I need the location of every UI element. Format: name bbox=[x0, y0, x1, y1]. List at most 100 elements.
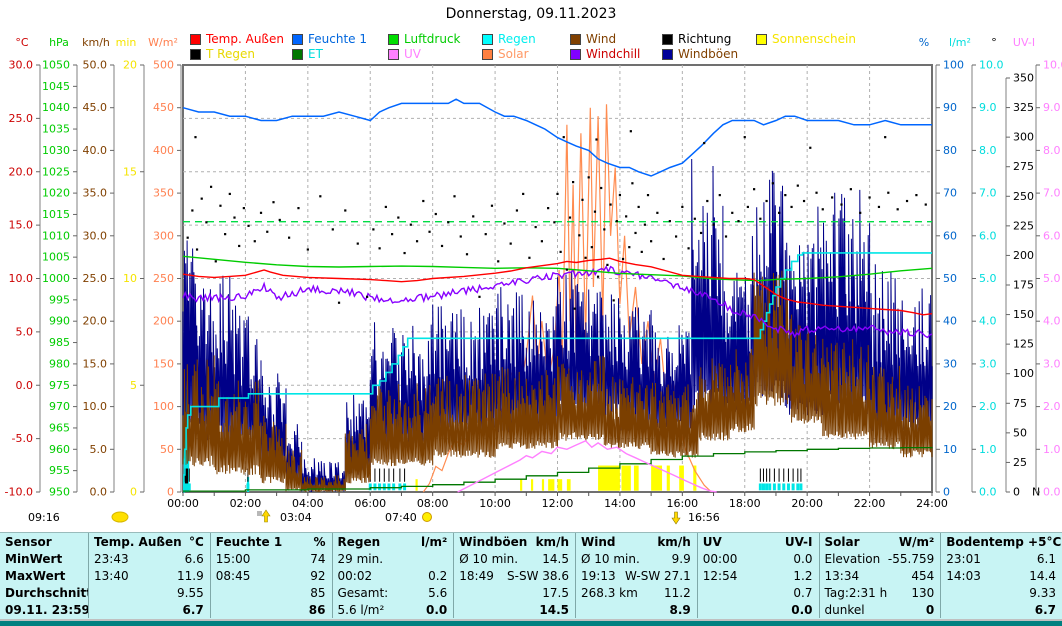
legend-swatch bbox=[190, 49, 201, 60]
svg-text:20:00: 20:00 bbox=[791, 497, 823, 510]
table-text: Ø 10 min. bbox=[459, 551, 519, 566]
table-text: 6.6 bbox=[184, 551, 204, 566]
svg-text:350: 350 bbox=[153, 187, 174, 200]
svg-text:0: 0 bbox=[167, 486, 174, 499]
svg-text:14:00: 14:00 bbox=[604, 497, 636, 510]
table-text: 92 bbox=[310, 568, 326, 583]
svg-text:18:00: 18:00 bbox=[729, 497, 761, 510]
table-text: Ø 10 min. bbox=[581, 551, 640, 566]
svg-text:0.0: 0.0 bbox=[90, 486, 108, 499]
svg-text:7.0: 7.0 bbox=[1043, 187, 1061, 200]
svg-text:°C: °C bbox=[15, 36, 29, 49]
svg-text:4.0: 4.0 bbox=[1043, 315, 1061, 328]
svg-text:04:00: 04:00 bbox=[292, 497, 324, 510]
table-text: l/m² bbox=[420, 534, 448, 549]
svg-text:50: 50 bbox=[943, 272, 957, 285]
svg-text:250: 250 bbox=[1013, 190, 1034, 203]
legend-label: T Regen bbox=[206, 47, 255, 61]
table-cell-solar: Tag:2:31 h 130 bbox=[818, 584, 941, 601]
svg-text:10.0: 10.0 bbox=[979, 59, 1004, 72]
legend-label: Sonnenschein bbox=[772, 32, 856, 46]
axes: °C -10.0 -5.0 0.0 5.0 10.0 15.0 20.0 25.0 30.0 hPa… bbox=[5, 36, 1062, 499]
svg-text:1035: 1035 bbox=[42, 123, 70, 136]
svg-text:6.0: 6.0 bbox=[979, 229, 997, 242]
svg-text:1.0: 1.0 bbox=[1043, 443, 1061, 456]
window-bottom-bar bbox=[0, 621, 1062, 626]
table-text: 9.9 bbox=[671, 551, 691, 566]
table-text: Wind bbox=[581, 534, 616, 549]
svg-text:45.0: 45.0 bbox=[83, 101, 108, 114]
svg-text:02:00: 02:00 bbox=[230, 497, 262, 510]
table-text: 0.0 bbox=[793, 551, 813, 566]
svg-text:15.0: 15.0 bbox=[83, 357, 108, 370]
table-text: 13:40 bbox=[94, 568, 129, 583]
table-text: 19:13 bbox=[581, 568, 616, 583]
table-text: 6.7 bbox=[1034, 602, 1056, 617]
legend-item-solar: Solar bbox=[482, 48, 529, 61]
legend-item-windb-en: Windböen bbox=[662, 48, 738, 61]
table-text: 14.5 bbox=[542, 551, 569, 566]
table-cell-temp-au-en: 9.55 bbox=[88, 584, 210, 601]
svg-text:75: 75 bbox=[1013, 397, 1027, 410]
series-et bbox=[183, 446, 933, 492]
svg-text:1025: 1025 bbox=[42, 165, 70, 178]
svg-text:200: 200 bbox=[153, 315, 174, 328]
svg-text:10.0: 10.0 bbox=[9, 272, 34, 285]
table-text: UV bbox=[702, 534, 722, 549]
svg-text:450: 450 bbox=[153, 101, 174, 114]
svg-text:0: 0 bbox=[943, 486, 950, 499]
table-text: 9.33 bbox=[1029, 585, 1056, 600]
table-text: 00:00 bbox=[702, 551, 738, 566]
table-text: 15:00 bbox=[215, 551, 251, 566]
legend-swatch bbox=[190, 34, 201, 45]
svg-text:325: 325 bbox=[1013, 101, 1034, 114]
svg-text:9.0: 9.0 bbox=[979, 101, 997, 114]
svg-text:150: 150 bbox=[153, 357, 174, 370]
annotation-time: 03:04 bbox=[280, 511, 312, 524]
table-text: Tag:2:31 h bbox=[824, 585, 888, 600]
legend-label: Luftdruck bbox=[404, 32, 461, 46]
table-cell-windb-en: 18:49 S-SW 38.6 bbox=[453, 567, 575, 584]
svg-text:10.0: 10.0 bbox=[83, 400, 108, 413]
svg-text:350: 350 bbox=[1013, 72, 1034, 85]
svg-text:30.0: 30.0 bbox=[9, 59, 34, 72]
legend-swatch bbox=[292, 34, 303, 45]
series-richtung bbox=[186, 130, 927, 310]
svg-text:W/m²: W/m² bbox=[148, 36, 178, 49]
svg-text:970: 970 bbox=[49, 400, 70, 413]
svg-text:80: 80 bbox=[943, 144, 957, 157]
svg-text:0: 0 bbox=[1013, 486, 1020, 499]
table-text: 85 bbox=[310, 585, 326, 600]
table-text: UV-I bbox=[784, 534, 813, 549]
svg-text:22:00: 22:00 bbox=[854, 497, 886, 510]
svg-text:985: 985 bbox=[49, 336, 70, 349]
legend-item-wind: Wind bbox=[570, 33, 616, 46]
svg-text:15.0: 15.0 bbox=[9, 219, 34, 232]
table-cell-windb-en: Windböen km/h bbox=[453, 533, 575, 550]
table-cell-uv: 0.0 bbox=[696, 601, 819, 618]
svg-text:1.0: 1.0 bbox=[979, 443, 997, 456]
table-text: 5.6 bbox=[428, 585, 448, 600]
table-text: 12:54 bbox=[702, 568, 738, 583]
svg-text:1045: 1045 bbox=[42, 80, 70, 93]
svg-text:hPa: hPa bbox=[49, 36, 69, 49]
x-axis: 00:00 02:00 04:00 06:00 08:00 10:00 12:00 14:00… bbox=[167, 492, 948, 510]
table-text: 14.4 bbox=[1029, 568, 1056, 583]
table-text: MaxWert bbox=[5, 568, 66, 583]
svg-text:5.0: 5.0 bbox=[16, 325, 34, 338]
svg-text:20.0: 20.0 bbox=[9, 165, 34, 178]
table-cell-wind: Wind km/h bbox=[575, 533, 697, 550]
svg-text:50: 50 bbox=[160, 443, 174, 456]
table-cell-wind: 268.3 km 11.2 bbox=[575, 584, 697, 601]
table-cell-bodentemp-5: 23:01 6.1 bbox=[940, 550, 1062, 567]
svg-text:60: 60 bbox=[943, 229, 957, 242]
table-text: 268.3 km bbox=[581, 585, 638, 600]
table-cell-windb-en: Ø 10 min. 14.5 bbox=[453, 550, 575, 567]
svg-text:0: 0 bbox=[130, 486, 137, 499]
legend-swatch bbox=[570, 34, 581, 45]
svg-text:1010: 1010 bbox=[42, 229, 70, 242]
svg-text:20: 20 bbox=[943, 400, 957, 413]
legend-swatch bbox=[482, 49, 493, 60]
legend-label: ET bbox=[308, 47, 323, 61]
table-text: -55.759 bbox=[887, 551, 935, 566]
